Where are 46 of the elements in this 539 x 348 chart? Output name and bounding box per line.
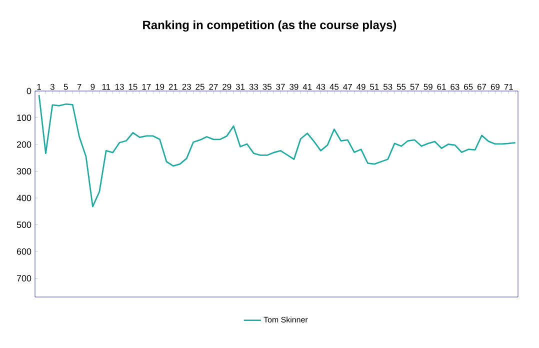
x-tick-label: 55 bbox=[396, 84, 406, 90]
x-tick-label: 11 bbox=[102, 84, 110, 90]
x-tick-label: 57 bbox=[410, 84, 419, 90]
x-tick-label: 65 bbox=[464, 84, 473, 90]
x-tick-label: 53 bbox=[383, 84, 392, 90]
x-tick-label: 69 bbox=[490, 84, 500, 90]
x-tick-label: 23 bbox=[182, 84, 191, 90]
x-tick-label: 9 bbox=[90, 84, 95, 90]
x-tick-label: 61 bbox=[437, 84, 446, 90]
y-tick-label: 100 bbox=[17, 114, 32, 121]
x-tick-label: 5 bbox=[64, 84, 68, 90]
x-tick-label: 33 bbox=[249, 84, 258, 90]
x-tick-label: 1 bbox=[37, 84, 41, 90]
x-tick-label: 3 bbox=[50, 84, 54, 90]
x-tick-label: 15 bbox=[128, 84, 138, 90]
x-tick-label: 59 bbox=[424, 84, 432, 90]
y-tick-label: 400 bbox=[16, 194, 32, 202]
x-tick-label: 27 bbox=[209, 84, 218, 90]
x-tick-label: 13 bbox=[115, 84, 124, 90]
x-tick-label: 63 bbox=[450, 84, 460, 90]
y-tick-label: 200 bbox=[16, 141, 32, 148]
x-tick-label: 21 bbox=[168, 84, 178, 90]
x-tick-label: 29 bbox=[222, 84, 232, 90]
x-tick-label: 39 bbox=[290, 84, 298, 90]
x-tick-label: 49 bbox=[356, 84, 366, 90]
y-tick-label: 600 bbox=[16, 248, 32, 255]
x-tick-label: 37 bbox=[276, 84, 285, 90]
x-tick-label: 71 bbox=[504, 84, 513, 90]
y-tick-label: 500 bbox=[16, 222, 32, 228]
x-tick-label: 51 bbox=[370, 84, 379, 90]
x-tick-label: 17 bbox=[142, 84, 151, 90]
x-tick-label: 19 bbox=[156, 84, 164, 90]
line-series bbox=[38, 94, 516, 208]
x-tick-label: 45 bbox=[330, 84, 339, 90]
x-tick-label: 31 bbox=[236, 84, 245, 90]
x-tick-label: 67 bbox=[478, 84, 486, 90]
chart-title: Ranking in competition (as the course plays) bbox=[143, 20, 396, 32]
y-tick-label: 700 bbox=[16, 275, 32, 282]
x-tick-label: 47 bbox=[343, 84, 352, 90]
x-tick-label: 7 bbox=[77, 84, 82, 90]
x-tick-label: 43 bbox=[316, 84, 326, 90]
y-tick-label: 300 bbox=[16, 168, 32, 174]
x-tick-label: 35 bbox=[262, 84, 272, 90]
x-tick-label: 25 bbox=[196, 84, 204, 90]
y-tick-label: 0 bbox=[26, 88, 32, 94]
x-tick-label: 41 bbox=[302, 84, 312, 90]
